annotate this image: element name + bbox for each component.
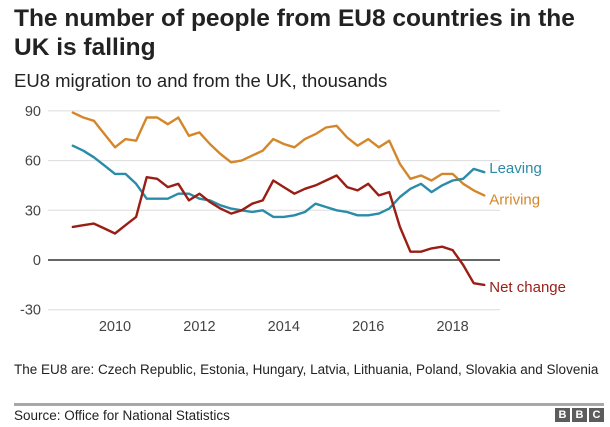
bbc-logo-letter: B xyxy=(572,408,587,422)
x-tick-label: 2014 xyxy=(268,319,300,335)
footnote-eu8: The EU8 are: Czech Republic, Estonia, Hu… xyxy=(14,362,599,377)
line-chart: 90 60 30 0 -30 2010 2012 2014 2016 2018 Arriving… xyxy=(20,104,566,335)
series-label-net-change: Net change xyxy=(489,279,566,296)
series-label-arriving: Arriving xyxy=(489,191,540,208)
series-labels: Arriving Leaving Net change xyxy=(489,160,566,296)
series-line-leaving xyxy=(71,144,486,219)
bbc-logo: B B C xyxy=(555,408,604,422)
series-line-arriving xyxy=(71,111,486,197)
footer-divider xyxy=(14,403,604,406)
series-label-leaving: Leaving xyxy=(489,160,542,177)
chart-subtitle: EU8 migration to and from the UK, thousa… xyxy=(14,70,388,91)
chart-title: The number of people from EU8 countries … xyxy=(14,5,575,61)
x-tick-label: 2016 xyxy=(352,319,384,335)
y-tick-label: -30 xyxy=(20,303,41,319)
y-tick-label: 90 xyxy=(25,104,41,120)
x-tick-label: 2018 xyxy=(436,319,468,335)
x-tick-label: 2010 xyxy=(99,319,131,335)
series-line-net-change xyxy=(71,174,486,287)
bbc-logo-letter: C xyxy=(589,408,604,422)
gridlines xyxy=(48,110,500,311)
series-lines xyxy=(71,111,486,287)
source-text: Source: Office for National Statistics xyxy=(14,408,230,423)
y-tick-label: 0 xyxy=(33,253,41,269)
x-tick-label: 2012 xyxy=(183,319,215,335)
x-axis-ticks: 2010 2012 2014 2016 2018 xyxy=(99,319,469,335)
y-tick-label: 30 xyxy=(25,203,41,219)
bbc-logo-letter: B xyxy=(555,408,570,422)
y-tick-label: 60 xyxy=(25,154,41,170)
y-axis-ticks: 90 60 30 0 -30 xyxy=(20,104,41,319)
